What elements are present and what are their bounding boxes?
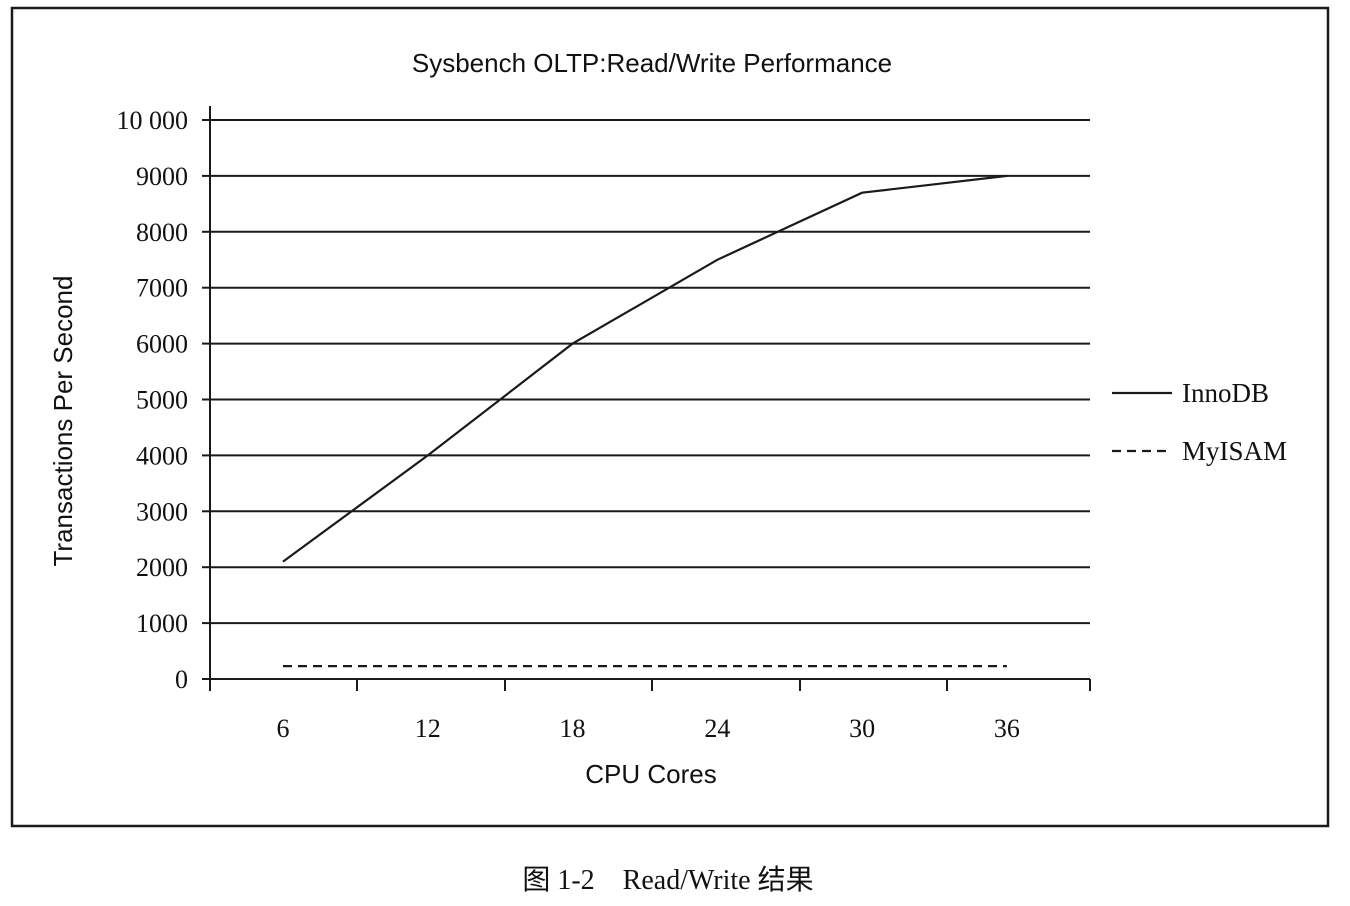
chart-title: Sysbench OLTP:Read/Write Performance (412, 48, 892, 78)
y-tick-label: 7000 (136, 274, 188, 303)
y-tick-label: 2000 (136, 553, 188, 582)
x-tick-label: 12 (415, 714, 441, 743)
series-line-innodb (282, 174, 1008, 563)
x-axis-ticks: 6 12 18 24 30 36 (209, 679, 1091, 743)
x-tick-label: 24 (704, 714, 730, 743)
axes (209, 106, 1090, 680)
y-tick-label: 9000 (136, 162, 188, 191)
x-tick-label: 18 (560, 714, 586, 743)
y-tick-label: 1000 (136, 609, 188, 638)
y-tick-label: 8000 (136, 218, 188, 247)
x-axis-label: CPU Cores (585, 759, 716, 789)
legend-label-innodb: InnoDB (1182, 378, 1269, 408)
y-axis-ticks: 0 1000 2000 3000 4000 5000 6000 7000 8000 9000 10 … (117, 106, 210, 694)
grid-lines (210, 119, 1090, 625)
y-tick-label: 6000 (136, 330, 188, 359)
y-axis-label: Transactions Per Second (48, 276, 78, 567)
y-tick-label: 10 000 (117, 106, 189, 135)
figure-caption: 图 1-2 Read/Write 结果 (522, 864, 813, 896)
series-lines (282, 174, 1008, 668)
legend: InnoDB MyISAM (1112, 378, 1287, 466)
legend-label-myisam: MyISAM (1182, 436, 1287, 466)
x-tick-label: 6 (277, 714, 290, 743)
y-tick-label: 4000 (136, 441, 188, 470)
y-tick-label: 5000 (136, 386, 188, 415)
y-tick-label: 0 (175, 665, 188, 694)
y-tick-label: 3000 (136, 497, 188, 526)
x-tick-label: 36 (994, 714, 1020, 743)
x-tick-label: 30 (849, 714, 875, 743)
chart-frame (10, 6, 1330, 828)
